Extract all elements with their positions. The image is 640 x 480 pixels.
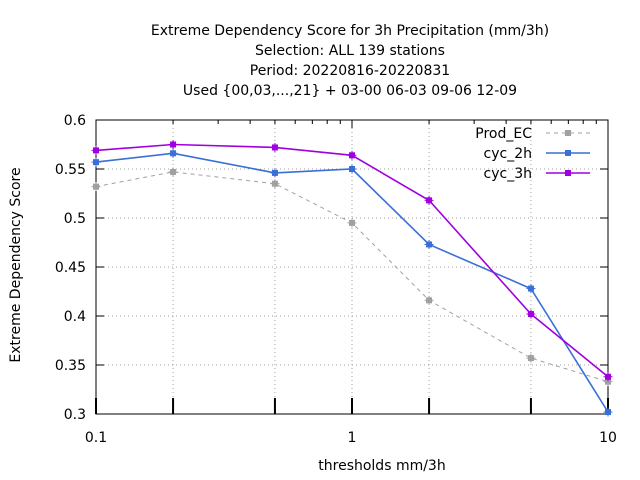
title-line-3: Period: 20220816-20220831 xyxy=(249,63,451,79)
data-point-Prod_EC xyxy=(168,167,178,177)
data-point-Prod_EC xyxy=(91,182,101,192)
legend-label-Prod_EC: Prod_EC xyxy=(475,126,532,142)
legend-label-cyc_3h: cyc_3h xyxy=(484,166,532,182)
data-point-cyc_2h xyxy=(347,164,357,174)
data-point-cyc_3h xyxy=(347,150,357,160)
legend-marker-cyc_2h xyxy=(565,150,571,156)
legend-marker-Prod_EC xyxy=(565,130,571,136)
data-point-cyc_2h xyxy=(91,157,101,167)
data-point-cyc_3h xyxy=(603,372,613,382)
y-tick-label: 0.4 xyxy=(64,309,86,325)
x-axis-label: thresholds mm/3h xyxy=(318,458,445,474)
title-line-4: Used {00,03,...,21} + 03-00 06-03 09-06 … xyxy=(182,83,518,99)
legend-label-cyc_2h: cyc_2h xyxy=(484,146,532,162)
data-point-Prod_EC xyxy=(526,353,536,363)
data-point-cyc_3h xyxy=(168,140,178,149)
y-tick-label: 0.5 xyxy=(64,211,86,227)
x-tick-label: 1 xyxy=(348,430,357,446)
y-tick-label: 0.55 xyxy=(55,162,86,178)
data-point-cyc_3h xyxy=(526,309,536,319)
y-tick-label: 0.45 xyxy=(55,260,86,276)
y-tick-label: 0.35 xyxy=(55,358,86,374)
data-point-Prod_EC xyxy=(347,218,357,228)
data-point-cyc_2h xyxy=(270,168,280,178)
data-point-cyc_2h xyxy=(424,239,434,249)
data-point-cyc_2h xyxy=(168,148,178,158)
data-point-Prod_EC xyxy=(270,179,280,189)
data-point-cyc_3h xyxy=(424,195,434,205)
x-tick-label: 10 xyxy=(599,430,617,446)
data-point-cyc_3h xyxy=(270,142,280,152)
data-point-cyc_2h xyxy=(526,284,536,294)
y-tick-label: 0.3 xyxy=(64,407,86,423)
data-point-cyc_2h xyxy=(603,407,613,417)
title-line-1: Extreme Dependency Score for 3h Precipit… xyxy=(150,23,550,39)
data-point-Prod_EC xyxy=(424,295,434,305)
title-line-2: Selection: ALL 139 stations xyxy=(255,43,445,59)
y-axis-label: Extreme Dependency Score xyxy=(8,167,24,362)
x-tick-label: 0.1 xyxy=(85,430,107,446)
legend-marker-cyc_3h xyxy=(565,170,571,176)
data-point-cyc_3h xyxy=(91,145,101,155)
y-tick-label: 0.6 xyxy=(64,113,86,129)
